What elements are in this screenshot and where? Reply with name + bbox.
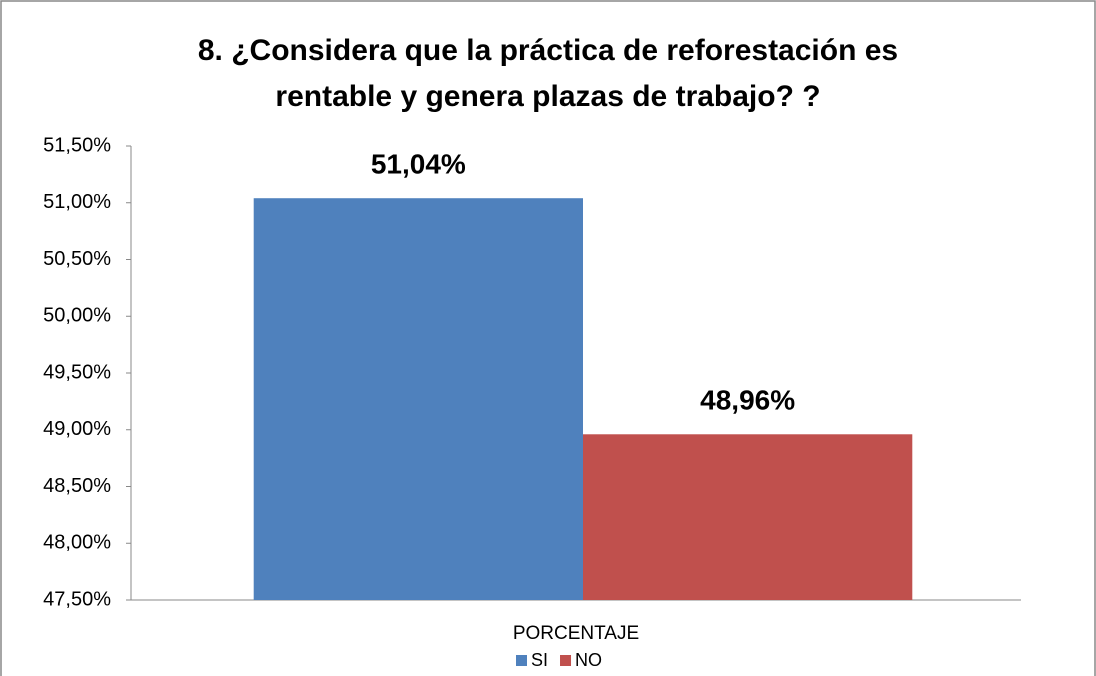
x-tick-label: PORCENTAJE — [513, 623, 639, 644]
bar — [253, 198, 583, 600]
chart-title: 8. ¿Considera que la práctica de refores… — [197, 34, 899, 113]
y-tick-label: 48,50% — [43, 475, 111, 497]
legend-label: SI — [531, 650, 548, 670]
y-tick-label: 48,00% — [43, 532, 111, 554]
y-tick-label: 50,00% — [43, 305, 111, 327]
data-label: 51,04% — [371, 149, 466, 180]
y-tick-label: 50,50% — [43, 248, 111, 270]
y-tick-label: 49,00% — [43, 418, 111, 440]
y-tick-label: 51,00% — [43, 191, 111, 213]
legend-swatch — [516, 655, 527, 666]
y-tick-label: 47,50% — [43, 588, 111, 610]
data-label: 48,96% — [700, 385, 795, 416]
bar — [583, 434, 913, 600]
y-tick-label: 51,50% — [43, 134, 111, 156]
legend-swatch — [560, 655, 572, 666]
legend-label: NO — [575, 650, 602, 670]
y-tick-label: 49,50% — [43, 361, 111, 383]
